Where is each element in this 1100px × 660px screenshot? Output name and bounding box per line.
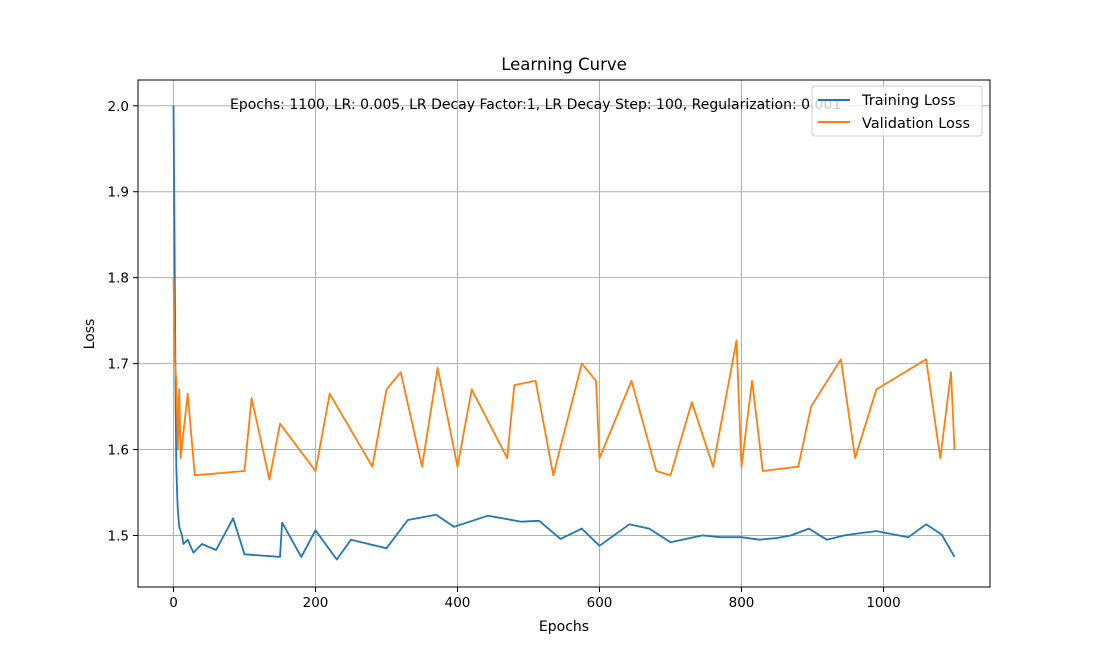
plot-frame bbox=[137, 79, 991, 588]
x-tick-label: 0 bbox=[169, 595, 178, 611]
x-tick-label: 600 bbox=[587, 595, 613, 611]
series-layer bbox=[172, 105, 956, 561]
legend-label-training-loss: Training Loss bbox=[861, 93, 956, 109]
y-axis-label: Loss bbox=[82, 319, 98, 350]
x-axis-ticks: 0 200 400 600 800 1000 bbox=[169, 587, 901, 611]
y-axis-ticks: 1.5 1.6 1.7 1.8 1.9 2.0 bbox=[108, 99, 138, 544]
series-line-validation-loss bbox=[172, 277, 956, 481]
y-tick-label: 1.8 bbox=[108, 271, 129, 287]
y-tick-label: 1.7 bbox=[108, 357, 129, 373]
x-tick-label: 200 bbox=[303, 595, 329, 611]
legend-label-validation-loss: Validation Loss bbox=[862, 116, 970, 132]
y-tick-label: 1.9 bbox=[108, 185, 129, 201]
x-tick-label: 800 bbox=[729, 595, 755, 611]
grid bbox=[138, 80, 990, 587]
hyperparameter-annotation: Epochs: 1100, LR: 0.005, LR Decay Factor… bbox=[230, 97, 841, 113]
series-line-training-loss bbox=[172, 105, 956, 561]
chart-title: Learning Curve bbox=[501, 55, 627, 74]
x-tick-label: 1000 bbox=[866, 595, 900, 611]
y-tick-label: 1.6 bbox=[108, 443, 129, 459]
x-axis-label: Epochs bbox=[539, 619, 589, 635]
y-tick-label: 2.0 bbox=[108, 99, 129, 115]
legend-frame bbox=[811, 85, 983, 137]
x-tick-label: 400 bbox=[445, 595, 471, 611]
plot-background bbox=[138, 80, 990, 587]
legend: Training Loss Validation Loss bbox=[811, 85, 983, 137]
y-tick-label: 1.5 bbox=[108, 528, 129, 544]
